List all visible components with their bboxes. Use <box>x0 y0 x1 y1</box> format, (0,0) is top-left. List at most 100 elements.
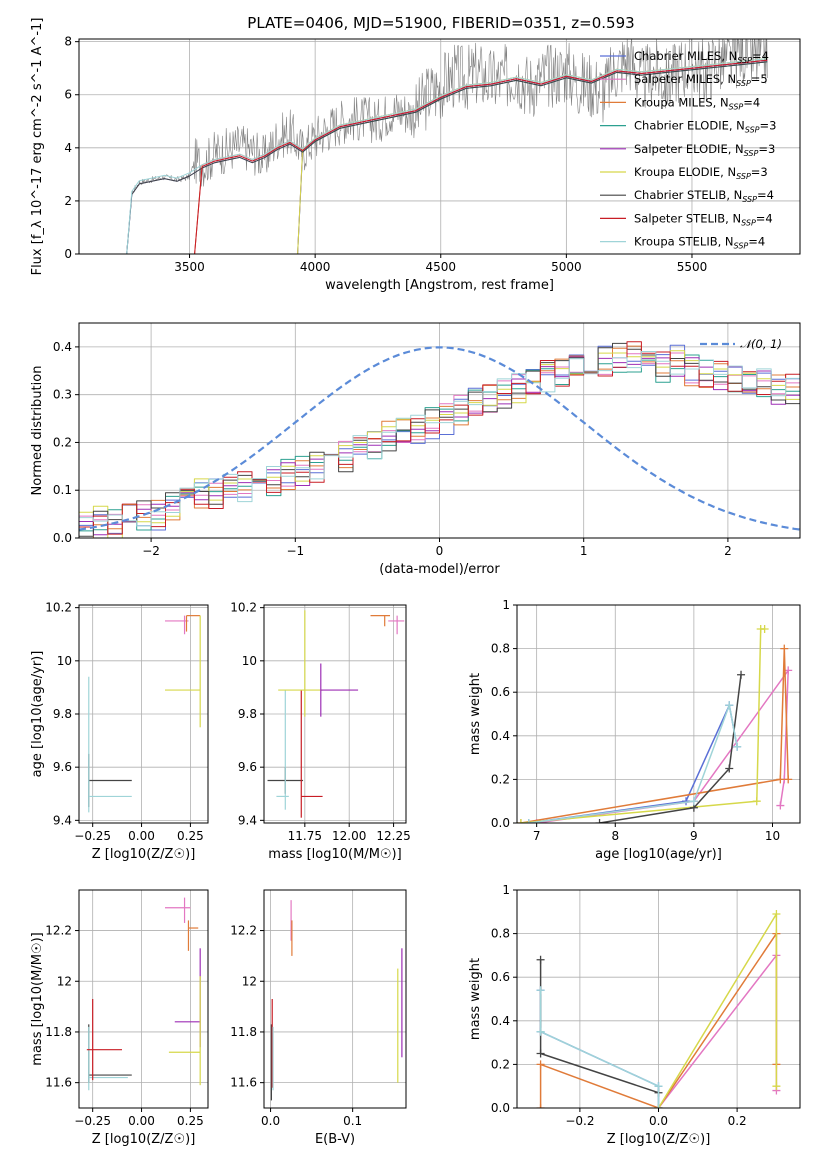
panel-age_vs_mass: 11.75 12.00 12.25 9.4 9.6 9.8 10 10.2 mass [log1… <box>230 601 410 862</box>
data-point-marker <box>725 701 734 710</box>
data-point-marker <box>733 742 742 751</box>
x-tick-label: 4000 <box>300 260 331 274</box>
histogram-step <box>79 356 800 536</box>
data-point-marker <box>517 819 525 823</box>
series-line <box>657 954 778 1108</box>
data-point-marker <box>595 819 604 823</box>
plot-area <box>536 909 781 1108</box>
axes-frame <box>78 604 209 824</box>
series-model-line <box>126 58 768 254</box>
legend-subscript: SSP <box>734 242 749 251</box>
panel-mass_vs_EBV: 0.0 0.1 11.6 11.8 12 12.2 E(B-V) <box>230 889 407 1147</box>
x-tick-label: 2 <box>724 544 732 558</box>
histogram-step <box>79 342 800 537</box>
y-tick-label: 10.2 <box>230 601 257 615</box>
series-line <box>520 628 765 823</box>
x-axis-label: wavelength [Angstrom, rest frame] <box>325 278 554 293</box>
axes-frame <box>516 604 801 824</box>
legend-label: Kroupa ELODIE, N <box>634 165 736 179</box>
data-point-marker <box>772 1082 781 1091</box>
x-tick-label: 0.0 <box>261 1114 280 1128</box>
y-tick-label: 12 <box>57 974 72 988</box>
legend-subscript: SSP <box>742 195 757 204</box>
legend-subscript: SSP <box>736 79 751 88</box>
data-point-marker <box>524 819 533 823</box>
data-point-marker <box>780 644 789 653</box>
data-point-marker <box>536 1027 545 1036</box>
legend-entry: Chabrier MILES, NSSP=4 <box>634 49 769 65</box>
x-tick-label: −0.25 <box>74 1114 111 1128</box>
y-tick-label: 9.4 <box>238 813 257 827</box>
data-point-marker <box>760 624 769 633</box>
series-model-line <box>194 59 768 254</box>
x-axis-label: Z [log10(Z/Z☉)] <box>92 1132 196 1147</box>
data-point-marker <box>776 775 785 784</box>
x-tick-label: 10 <box>765 829 780 843</box>
x-tick-label: 8 <box>611 829 619 843</box>
y-tick-label: 0.8 <box>491 927 510 941</box>
y-tick-label: 0.4 <box>53 340 72 354</box>
grid <box>79 605 208 823</box>
x-axis-label: Z [log10(Z/Z☉)] <box>92 847 196 862</box>
legend-label: Kroupa MILES, N <box>634 95 729 109</box>
legend-suffix: =3 <box>751 165 768 179</box>
legend-entry: Kroupa MILES, NSSP=4 <box>634 95 760 111</box>
series-line <box>536 669 789 823</box>
legend-subscript: SSP <box>736 172 751 181</box>
x-tick-label: 0.00 <box>128 829 155 843</box>
x-tick-label: 0.1 <box>343 1114 362 1128</box>
axes-frame <box>78 38 801 255</box>
legend-suffix: =4 <box>748 235 765 249</box>
series-data-line <box>126 39 768 252</box>
x-tick-label: 12.00 <box>332 829 366 843</box>
legend-label: Salpeter STELIB, N <box>634 211 741 225</box>
y-axis-label: mass weight <box>468 673 483 755</box>
x-tick-label: −0.2 <box>565 1114 594 1128</box>
legend-label: Salpeter MILES, N <box>634 72 736 86</box>
legend-suffix: =4 <box>752 49 769 63</box>
panel-mass_weight_vs_Z: −0.2 0.0 0.2 0.0 0.2 0.4 0.6 0.8 1 Z [log10(Z/Z☉)… <box>468 883 801 1147</box>
series-line <box>539 990 660 1108</box>
y-tick-label: 10.2 <box>45 601 72 615</box>
legend-subscript: SSP <box>745 126 760 135</box>
y-tick-label: 0.4 <box>491 1014 510 1028</box>
y-tick-label: 0.6 <box>491 970 510 984</box>
y-tick-label: 0.0 <box>53 531 72 545</box>
y-tick-label: 0.0 <box>491 1101 510 1115</box>
panel-age_vs_Z: −0.25 0.00 0.25 9.4 9.6 9.8 10 10.2 Z [log10(Z/Z… <box>30 601 209 862</box>
x-tick-label: 0.2 <box>728 1114 747 1128</box>
legend-label: Chabrier ELODIE, N <box>634 119 745 133</box>
axes-frame <box>78 889 209 1109</box>
legend-suffix: =4 <box>757 188 774 202</box>
x-tick-label: 0.25 <box>177 829 204 843</box>
series-model-line <box>126 61 768 254</box>
data-point-marker <box>536 1104 545 1108</box>
legend-entry: Kroupa STELIB, NSSP=4 <box>634 235 765 251</box>
y-tick-label: 0.4 <box>491 729 510 743</box>
y-tick-label: 0.8 <box>491 642 510 656</box>
panel-residuals: −2 −1 0 1 2 0.0 0.1 0.2 0.3 0.4 (data-model)/error… <box>30 322 801 577</box>
data-point-marker <box>536 1060 545 1069</box>
series-line <box>528 704 738 823</box>
legend-suffix: =4 <box>756 211 773 225</box>
legend-subscript: SSP <box>744 149 759 158</box>
series-line <box>539 959 659 1094</box>
plot-area <box>126 39 768 254</box>
axes-frame <box>78 322 801 539</box>
y-tick-label: 0.6 <box>491 685 510 699</box>
legend-label: Kroupa STELIB, N <box>634 235 734 249</box>
grid <box>264 890 406 1108</box>
y-tick-label: 11.6 <box>230 1076 257 1090</box>
panel-mass_vs_Z: −0.25 0.00 0.25 11.6 11.8 12 12.2 Z [log10(Z/Z☉… <box>30 889 209 1147</box>
data-point-marker <box>654 1082 663 1091</box>
data-point-marker <box>536 1049 545 1058</box>
legend-normal-label: 𝒩(0, 1) <box>740 337 782 351</box>
series-line <box>599 674 742 823</box>
series-line <box>520 647 789 823</box>
x-axis-label: age [log10(age/yr)] <box>595 847 722 862</box>
x-tick-label: 5500 <box>677 260 708 274</box>
x-tick-label: 1 <box>580 544 588 558</box>
histogram-step <box>79 350 800 538</box>
y-tick-label: 0.2 <box>53 435 72 449</box>
